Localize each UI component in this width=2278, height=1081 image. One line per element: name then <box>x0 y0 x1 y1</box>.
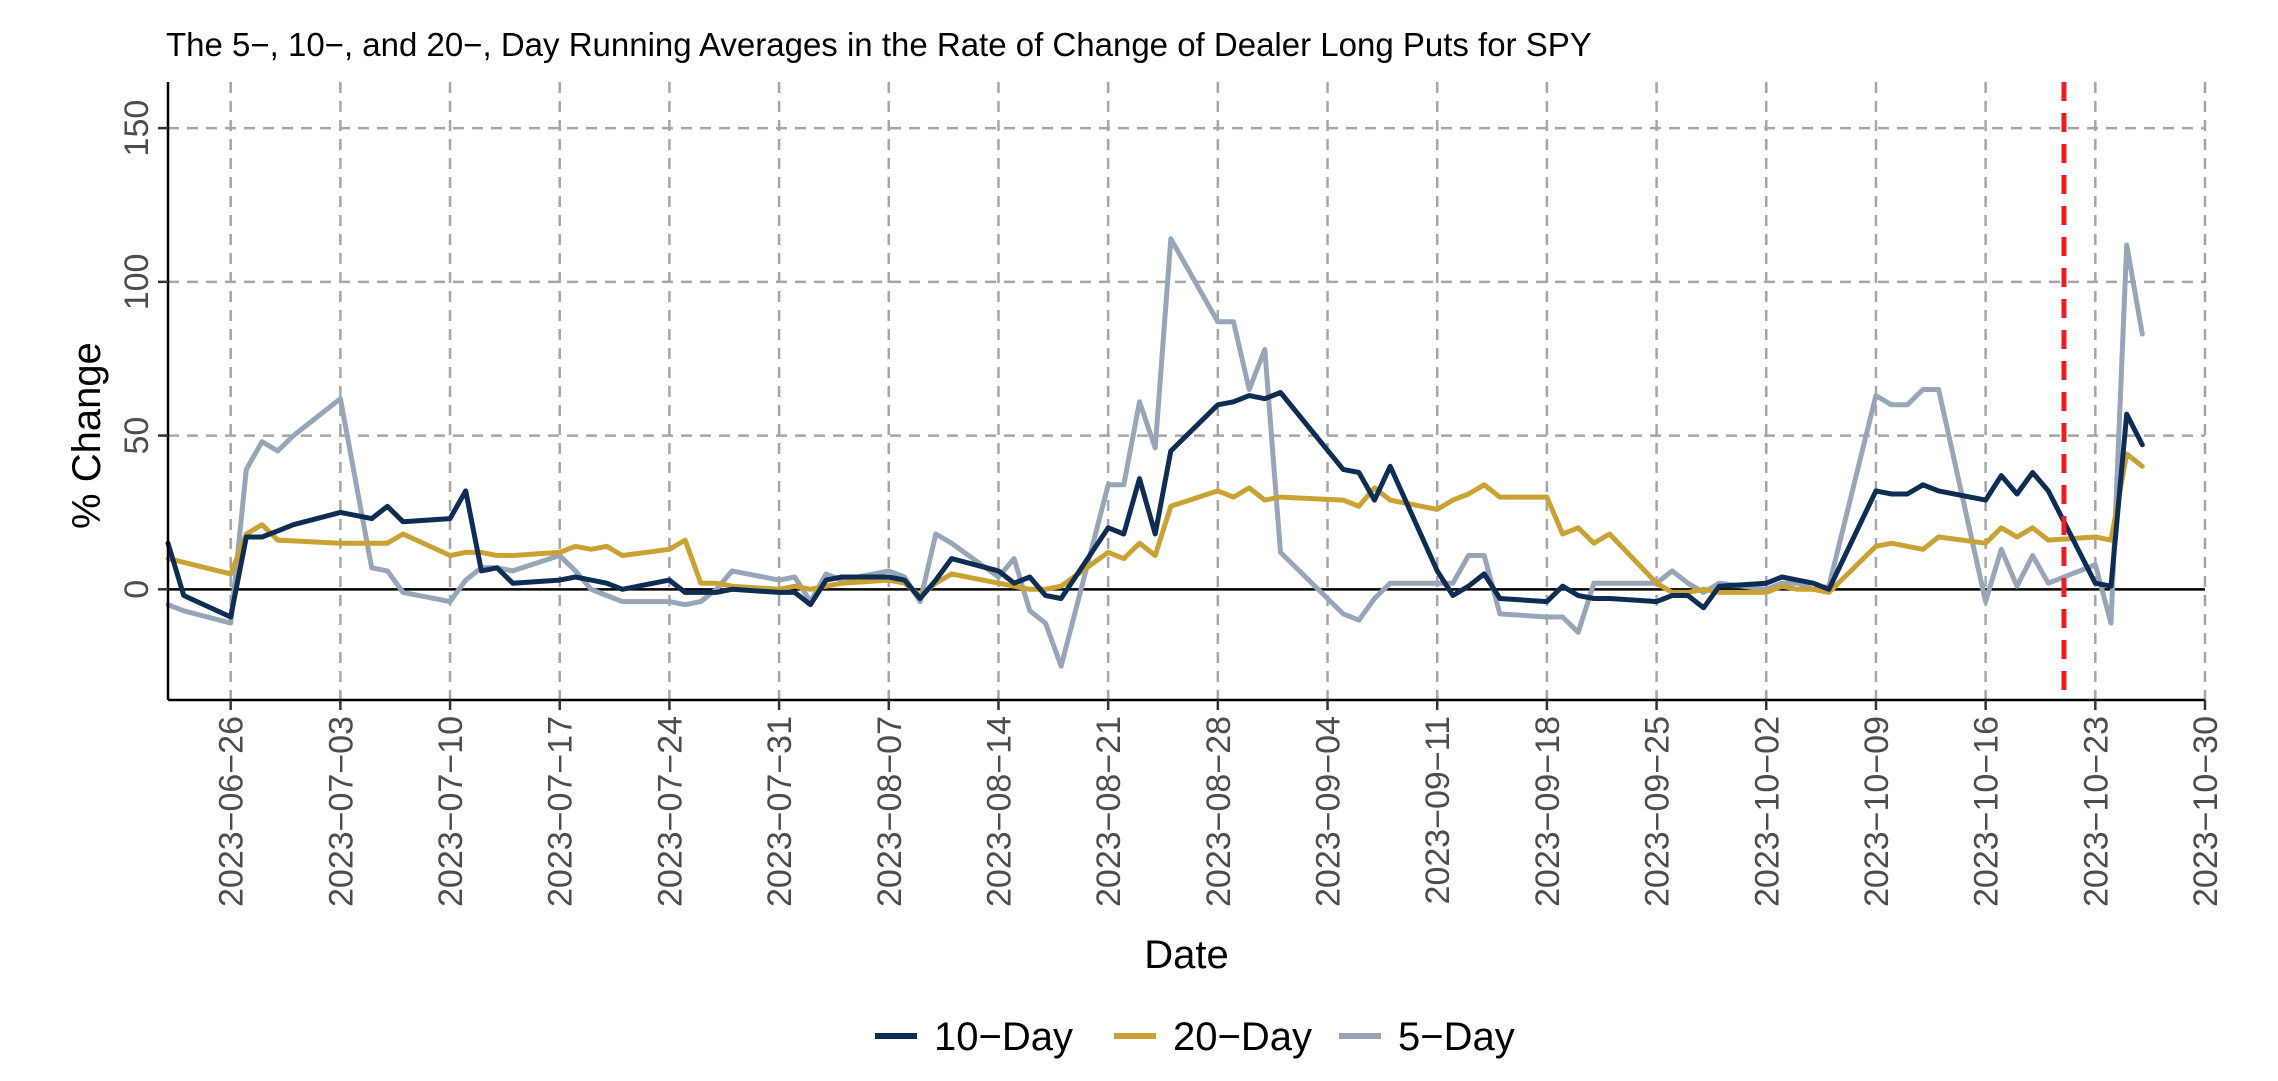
y-tick-label: 0 <box>118 580 156 599</box>
x-tick-label: 2023−09−04 <box>1310 716 1348 907</box>
x-tick-label: 2023−10−23 <box>2077 716 2115 907</box>
legend-label: 10−Day <box>934 1015 1073 1059</box>
grid-lines <box>168 82 2207 700</box>
x-tick-labels: 2023−06−26 2023−07−03 2023−07−10 2023−07−17… <box>213 700 2225 907</box>
y-tick-label: 100 <box>118 254 156 311</box>
x-tick-label: 2023−09−11 <box>1419 716 1457 904</box>
x-tick-label: 2023−10−09 <box>1858 716 1896 907</box>
x-tick-label: 2023−07−31 <box>761 716 799 907</box>
x-tick-label: 2023−07−17 <box>542 716 580 907</box>
legend-label: 5−Day <box>1398 1015 1515 1059</box>
x-tick-label: 2023−07−10 <box>432 716 470 907</box>
series-line <box>165 390 2145 620</box>
chart-title: The 5−, 10−, and 20−, Day Running Averag… <box>166 26 1592 63</box>
x-tick-label: 2023−10−16 <box>1968 716 2006 907</box>
y-axis-title: % Change <box>65 342 109 529</box>
x-tick-label: 2023−08−14 <box>981 716 1019 907</box>
legend: 10−Day 20−Day 5−Day <box>875 1015 1515 1059</box>
x-tick-label: 2023−06−26 <box>213 716 251 907</box>
series-line <box>165 451 2145 598</box>
series-line <box>165 236 2145 669</box>
x-tick-label: 2023−07−24 <box>651 716 689 907</box>
y-tick-labels: 0 50 100 150 <box>118 100 168 599</box>
x-axis-title: Date <box>1144 933 1229 977</box>
y-tick-label: 150 <box>118 100 156 157</box>
x-tick-label: 2023−08−28 <box>1200 716 1238 907</box>
x-tick-label: 2023−10−30 <box>2187 716 2225 907</box>
x-tick-label: 2023−09−18 <box>1529 716 1567 907</box>
legend-label: 20−Day <box>1173 1015 1312 1059</box>
x-tick-label: 2023−09−25 <box>1639 716 1677 907</box>
axes <box>166 82 2205 702</box>
y-tick-label: 50 <box>118 417 156 455</box>
x-tick-label: 2023−10−02 <box>1748 716 1786 907</box>
x-tick-label: 2023−08−21 <box>1090 716 1128 907</box>
x-tick-label: 2023−08−07 <box>871 716 909 907</box>
x-tick-label: 2023−07−03 <box>322 716 360 907</box>
series-lines <box>165 236 2145 669</box>
